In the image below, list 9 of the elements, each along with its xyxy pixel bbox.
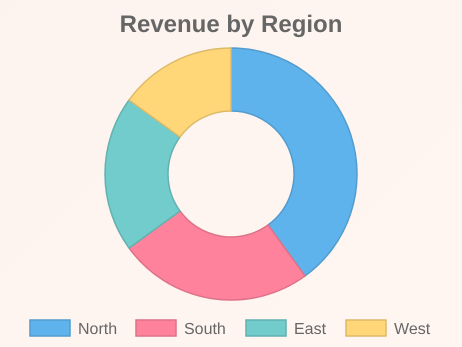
donut-slice [128,210,306,301]
donut-slice [128,47,232,138]
chart-title: Revenue by Region [120,11,342,38]
donut-slice [230,47,358,277]
legend-label: West [394,321,431,338]
legend-label: East [294,321,327,338]
legend-label: North [78,321,118,338]
donut-slice [104,99,181,249]
legend-label: South [184,321,226,338]
